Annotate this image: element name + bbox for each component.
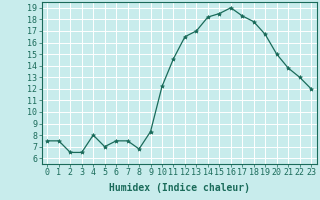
X-axis label: Humidex (Indice chaleur): Humidex (Indice chaleur) (109, 183, 250, 193)
